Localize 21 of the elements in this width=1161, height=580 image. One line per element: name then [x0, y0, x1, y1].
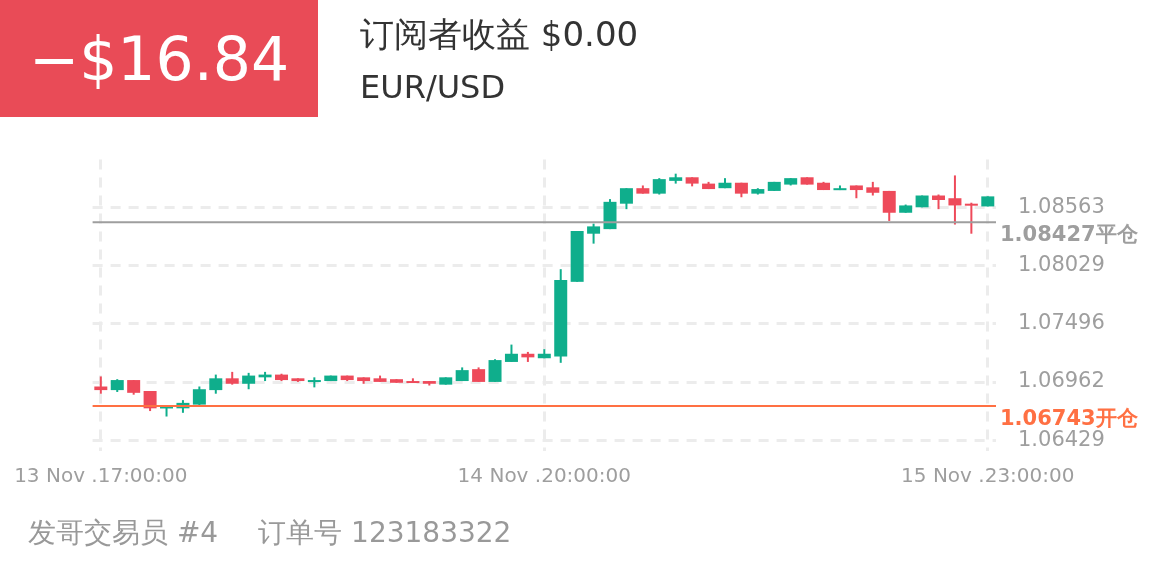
y-tick-label: 1.08029 — [1018, 252, 1105, 277]
chart-title: 订阅者收益 $0.00 — [360, 13, 639, 56]
ref-line-label: 1.06743开仓 — [1000, 405, 1139, 430]
chart-subtitle: EUR/USD — [360, 68, 506, 106]
candlestick — [209, 373, 223, 395]
candlestick — [587, 222, 601, 245]
candlestick — [619, 187, 633, 211]
text: 订单号 123183322 — [258, 516, 512, 549]
candlestick — [948, 174, 962, 226]
y-tick-label: 1.07496 — [1018, 310, 1105, 335]
y-tick-label: 1.06962 — [1018, 368, 1105, 393]
candlestick — [964, 201, 978, 235]
text: 发哥交易员 #4 — [28, 516, 219, 549]
text: −$16.84 — [0, 0, 318, 117]
x-tick-label: 14 Nov .20:00:00 — [457, 463, 631, 488]
ref-line-label: 1.08427平仓 — [1000, 222, 1139, 247]
candlestick — [488, 358, 502, 383]
x-tick-label: 15 Nov .23:00:00 — [901, 463, 1075, 488]
x-tick-label: 13 Nov .17:00:00 — [14, 463, 188, 488]
y-tick-label: 1.08563 — [1018, 193, 1105, 218]
candlestick — [882, 189, 896, 222]
